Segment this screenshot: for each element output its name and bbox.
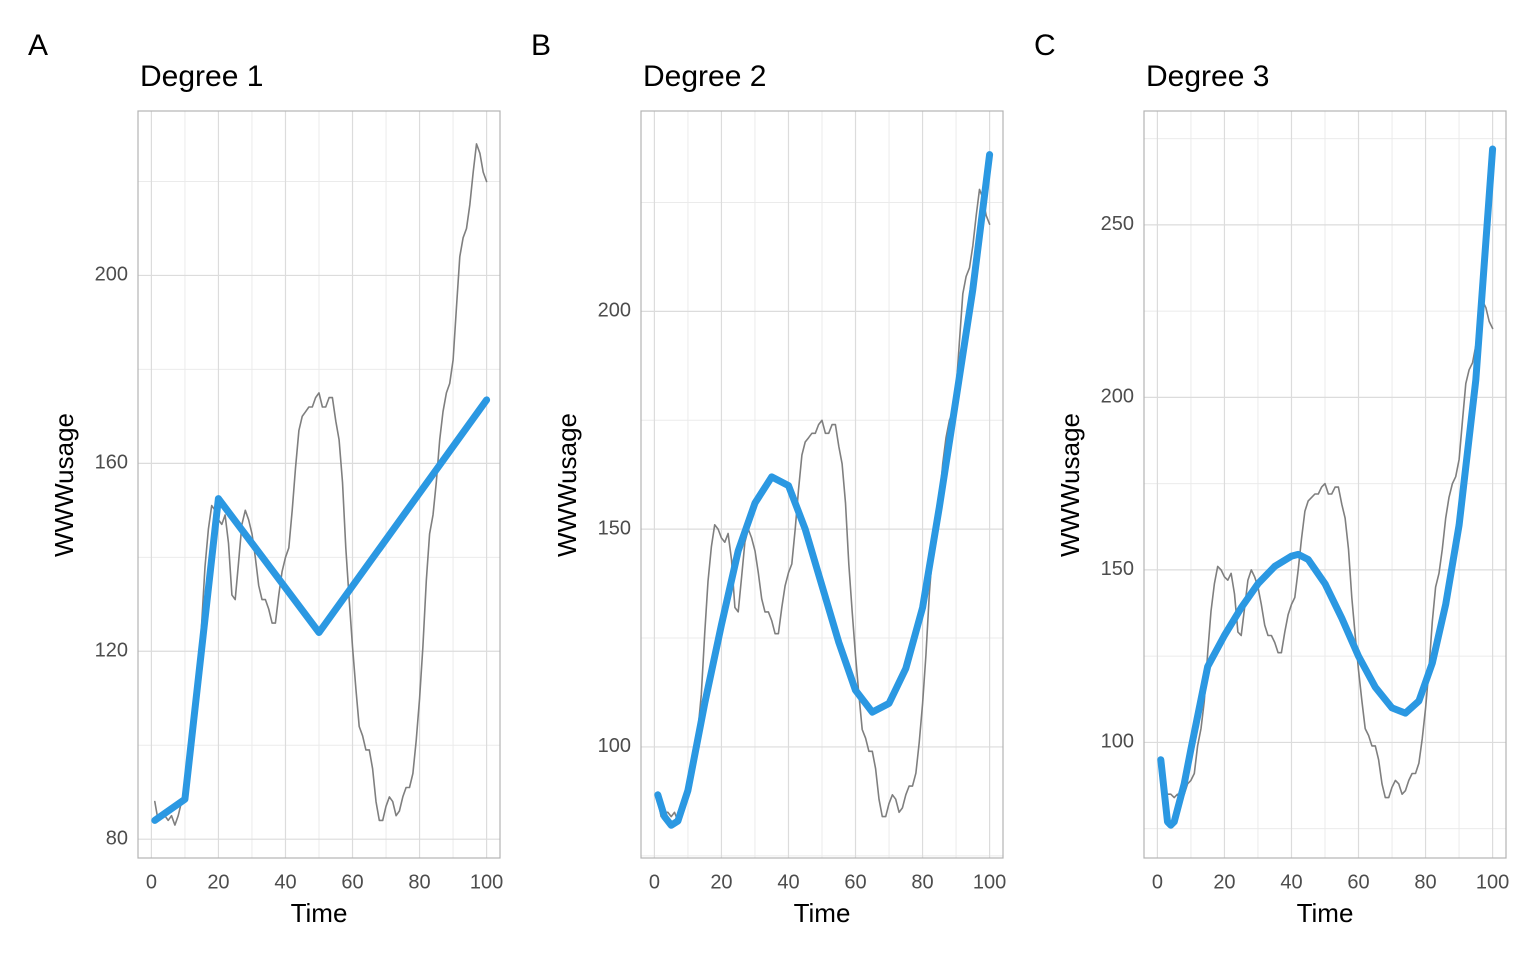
x-tick-label: 100 xyxy=(1476,871,1509,893)
y-tick-label: 120 xyxy=(95,640,128,662)
panel-title: Degree 1 xyxy=(140,60,263,93)
data-line xyxy=(1160,300,1494,802)
panel-label: A xyxy=(28,29,48,62)
plot-border xyxy=(1143,110,1507,859)
x-tick-label: 60 xyxy=(844,871,866,893)
y-tick-label: 100 xyxy=(598,735,631,757)
y-tick-label: 250 xyxy=(1101,213,1134,235)
panel-label: C xyxy=(1034,29,1056,62)
y-tick-label: 160 xyxy=(95,452,128,474)
fit-line xyxy=(654,151,994,829)
x-tick-label: 20 xyxy=(207,871,229,893)
y-tick-label: 200 xyxy=(1101,386,1134,408)
y-tick-label: 150 xyxy=(598,517,631,539)
x-tick-label: 80 xyxy=(911,871,933,893)
panel: A Degree 1 80 120 160 200 0 20 40 60 80 100 Time WWWu… xyxy=(28,29,503,928)
x-tick-label: 40 xyxy=(274,871,296,893)
x-tick-label: 60 xyxy=(341,871,363,893)
x-tick-label: 0 xyxy=(146,871,157,893)
fit-line xyxy=(1157,145,1497,829)
x-tick-label: 20 xyxy=(710,871,732,893)
x-tick-label: 80 xyxy=(1414,871,1436,893)
x-tick-label: 0 xyxy=(649,871,660,893)
panel-title: Degree 2 xyxy=(643,60,766,93)
y-axis-label: WWWusage xyxy=(1055,413,1085,557)
x-tick-label: 40 xyxy=(777,871,799,893)
y-tick-label: 100 xyxy=(1101,731,1134,753)
x-axis-label: Time xyxy=(1297,898,1354,928)
x-tick-label: 40 xyxy=(1280,871,1302,893)
y-axis-label: WWWusage xyxy=(49,413,79,557)
x-tick-label: 0 xyxy=(1152,871,1163,893)
x-tick-label: 60 xyxy=(1347,871,1369,893)
x-tick-label: 20 xyxy=(1213,871,1235,893)
x-axis-label: Time xyxy=(291,898,348,928)
panel: C Degree 3 100 150 200 250 0 20 40 60 80 100 Time WWW… xyxy=(1034,29,1509,928)
x-tick-label: 100 xyxy=(470,871,503,893)
plot-border xyxy=(640,110,1004,859)
y-tick-label: 150 xyxy=(1101,558,1134,580)
panel: B Degree 2 100 150 200 0 20 40 60 80 100 Time WWWusa… xyxy=(531,29,1006,928)
panel-title: Degree 3 xyxy=(1146,60,1269,93)
data-line xyxy=(154,143,488,826)
y-axis-label: WWWusage xyxy=(552,413,582,557)
y-tick-label: 200 xyxy=(95,264,128,286)
plot-border xyxy=(137,110,501,859)
y-tick-label: 80 xyxy=(106,827,128,849)
fit-line xyxy=(151,396,491,824)
y-tick-label: 200 xyxy=(598,300,631,322)
x-tick-label: 80 xyxy=(408,871,430,893)
panel-label: B xyxy=(531,29,551,62)
x-tick-label: 100 xyxy=(973,871,1006,893)
x-axis-label: Time xyxy=(794,898,851,928)
